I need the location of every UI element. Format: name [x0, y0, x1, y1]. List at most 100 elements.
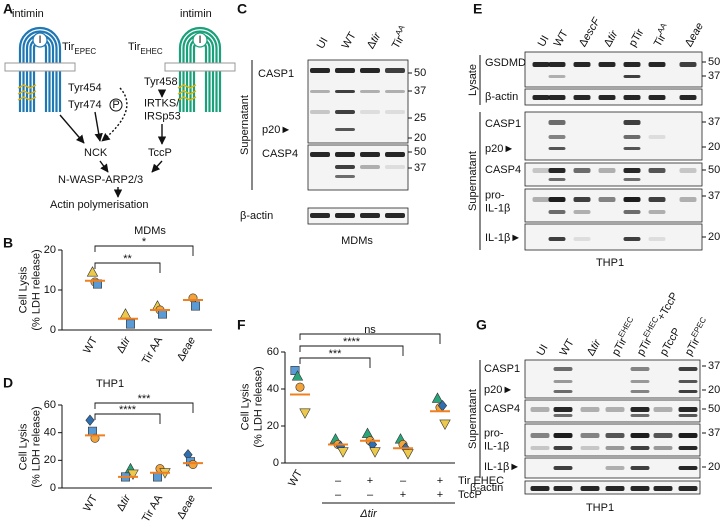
point: [431, 392, 444, 403]
lane-label: UI: [315, 35, 331, 51]
lane-label: WT: [340, 30, 359, 51]
band: [385, 68, 405, 73]
row-label-line: IL-1β: [485, 202, 510, 214]
y-tick-label: 20: [44, 454, 56, 466]
row-label: IL-1β►: [484, 461, 520, 473]
label-part: Tir: [128, 41, 141, 53]
blot-membrane: [524, 423, 701, 457]
row-label: CASP1: [258, 68, 294, 80]
band: [679, 168, 697, 173]
band: [630, 486, 650, 491]
blot-membrane: [524, 51, 703, 88]
x-tick-label: Δeae: [175, 493, 198, 521]
marker-label: 50: [414, 67, 426, 79]
x-tick-label: WT: [81, 335, 100, 356]
band: [623, 135, 641, 139]
marker-label: 20: [414, 132, 426, 144]
x-tick-label: WT: [286, 468, 305, 489]
label: P: [112, 99, 119, 111]
point: [126, 319, 136, 329]
membrane: [4, 62, 76, 72]
band: [385, 213, 405, 218]
label: Tyr454: [68, 82, 102, 94]
panel-letter: F: [237, 317, 246, 333]
row-label: p20►: [484, 384, 513, 396]
band: [678, 380, 698, 383]
band: [605, 486, 625, 491]
group-label: Δtir: [359, 508, 378, 520]
band: [360, 90, 380, 93]
band: [548, 210, 566, 214]
band: [678, 390, 698, 393]
band: [310, 152, 330, 157]
point: [153, 472, 163, 482]
row-label: β-actin: [240, 210, 273, 222]
band: [548, 62, 566, 67]
band: [653, 486, 673, 491]
intimin-tir-strand: [178, 26, 222, 112]
marker-label: 20: [708, 461, 720, 473]
label: I: [198, 34, 201, 46]
label-part: EHEC: [140, 47, 162, 56]
y-tick-label: 0: [273, 457, 279, 469]
tyrosine-mark: [17, 90, 37, 95]
band: [630, 433, 650, 438]
point: [295, 382, 305, 392]
row-label: CASP4: [484, 403, 520, 415]
label: intimin: [180, 8, 212, 20]
band: [553, 466, 573, 470]
marker-label: 37: [414, 162, 426, 174]
band: [310, 110, 330, 114]
band: [623, 178, 641, 181]
point: [86, 266, 99, 277]
label: intimin: [12, 8, 44, 20]
x-tick-label-part: eae: [179, 493, 199, 515]
significance-label: ***: [329, 348, 343, 360]
band: [623, 147, 641, 150]
y-axis-label: Cell Lysis(% LDH release): [240, 366, 265, 447]
row-label: CASP1: [484, 363, 520, 375]
band: [310, 90, 330, 93]
point: [191, 301, 201, 311]
panel-letter: D: [3, 375, 13, 391]
row-label: p20►: [485, 143, 514, 155]
label: I: [38, 34, 41, 46]
band: [623, 210, 641, 214]
band: [630, 367, 650, 371]
band: [580, 486, 600, 491]
band: [573, 95, 591, 100]
x-tick-label: WT: [81, 493, 100, 514]
band: [623, 75, 641, 78]
marker-label: 37: [414, 85, 426, 97]
label-part: Tir: [62, 41, 75, 53]
tyrosine-mark: [17, 84, 37, 89]
intimin-tir-strand: [22, 30, 58, 112]
y-axis-label-line: Cell Lysis: [18, 423, 30, 470]
marker-label: 37: [708, 116, 720, 128]
band: [532, 62, 550, 67]
row-label-line: IL-1β: [484, 440, 509, 452]
point: [299, 408, 311, 419]
phospho-badge: [109, 98, 123, 112]
condition-sign: –: [335, 475, 342, 487]
band: [530, 446, 550, 450]
row-label: pro-IL-1β: [484, 428, 509, 453]
band: [548, 135, 566, 139]
row-label-line: pro-: [484, 428, 504, 440]
point: [119, 308, 132, 319]
blot-membrane: [524, 457, 701, 479]
condition-sign: –: [367, 489, 374, 501]
x-tick-label: Tir AA: [140, 492, 165, 524]
label-part: EPEC: [74, 47, 96, 56]
membrane: [164, 62, 236, 72]
lane-label: ΔescF: [577, 15, 604, 49]
significance-label: ns: [364, 324, 376, 336]
condition-name: Tir EHEC: [458, 475, 504, 487]
chart-title: MDMs: [134, 225, 166, 237]
lane-label: Δtir: [585, 336, 604, 357]
condition-sign: –: [335, 489, 342, 501]
lane-label-part: eae: [686, 21, 706, 43]
lane-label: WT: [558, 337, 577, 358]
row-label: β-actin: [470, 482, 503, 494]
band: [385, 90, 405, 93]
